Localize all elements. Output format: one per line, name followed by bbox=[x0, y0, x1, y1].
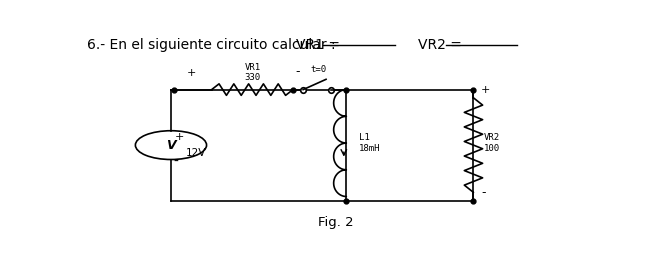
Text: +: + bbox=[175, 132, 184, 142]
Text: 330: 330 bbox=[244, 73, 260, 83]
Text: VR2
100: VR2 100 bbox=[483, 133, 500, 153]
Text: -: - bbox=[481, 186, 485, 199]
Text: +: + bbox=[481, 85, 491, 96]
Text: L1
18mH: L1 18mH bbox=[359, 133, 380, 153]
Text: 12V: 12V bbox=[186, 148, 207, 158]
Text: VR1: VR1 bbox=[244, 63, 260, 72]
Text: +: + bbox=[186, 68, 196, 78]
Text: -: - bbox=[173, 155, 178, 168]
Text: t=0: t=0 bbox=[310, 65, 327, 74]
Text: VR2 =: VR2 = bbox=[417, 38, 461, 52]
Text: -: - bbox=[296, 65, 300, 78]
Text: Fig. 2: Fig. 2 bbox=[318, 217, 354, 229]
Text: 6.- En el siguiente circuito calcular :: 6.- En el siguiente circuito calcular : bbox=[87, 38, 336, 52]
Text: VR1 =: VR1 = bbox=[296, 38, 340, 52]
Text: V: V bbox=[166, 139, 176, 152]
